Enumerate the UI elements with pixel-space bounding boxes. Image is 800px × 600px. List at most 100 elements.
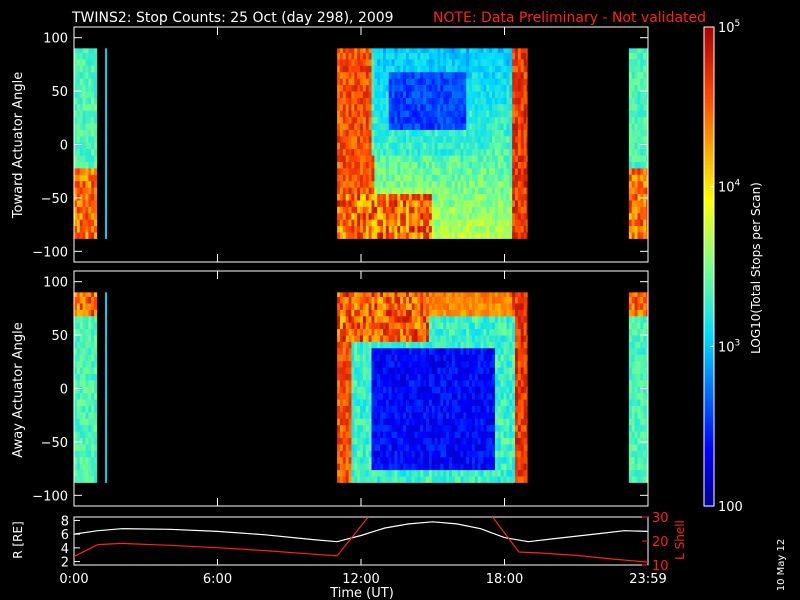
heatmap-cell <box>463 328 467 336</box>
heatmap-cell <box>79 367 84 374</box>
heatmap-cell <box>388 367 393 374</box>
heatmap-cell <box>486 315 490 323</box>
heatmap-cell <box>440 65 444 73</box>
heatmap-cell <box>400 129 404 137</box>
heatmap-cell <box>443 161 447 169</box>
heatmap-cell <box>497 386 502 394</box>
heatmap-cell <box>380 360 384 368</box>
heatmap-cell <box>368 322 372 330</box>
heatmap-cell <box>348 59 352 66</box>
heatmap-cell <box>362 78 367 86</box>
heatmap-cell <box>417 148 421 156</box>
heatmap-cell <box>515 418 519 426</box>
heatmap-cell <box>420 212 424 220</box>
heatmap-cell <box>405 52 410 60</box>
heatmap-cell <box>440 110 444 118</box>
heatmap-cell <box>345 437 349 445</box>
heatmap-cell <box>628 168 633 175</box>
heatmap-cell <box>480 469 484 477</box>
heatmap-cell <box>640 386 644 394</box>
heatmap-cell <box>434 110 438 118</box>
heatmap-cell <box>362 399 367 406</box>
heatmap-cell <box>85 78 89 86</box>
heatmap-cell <box>357 129 361 137</box>
heatmap-cell <box>368 123 372 130</box>
heatmap-cell <box>460 180 464 188</box>
heatmap-cell <box>640 367 644 374</box>
heatmap-cell <box>637 219 641 227</box>
heatmap-cell <box>483 450 487 458</box>
heatmap-cell <box>509 142 513 150</box>
heatmap-cell <box>523 148 527 156</box>
heatmap-cell <box>637 431 641 439</box>
heatmap-cell <box>451 335 456 342</box>
heatmap-cell <box>82 456 86 464</box>
heatmap-cell <box>91 116 95 124</box>
heatmap-cell <box>426 476 430 483</box>
heatmap-cell <box>79 469 84 477</box>
heatmap-cell <box>469 110 473 118</box>
heatmap-cell <box>105 309 107 317</box>
heatmap-cell <box>403 405 407 413</box>
heatmap-cell <box>388 232 393 239</box>
heatmap-cell <box>426 463 430 471</box>
heatmap-cell <box>391 463 395 471</box>
heatmap-cell <box>339 135 344 143</box>
heatmap-cell <box>428 142 433 150</box>
heatmap-cell <box>342 65 347 73</box>
heatmap-cell <box>634 103 638 111</box>
heatmap-cell <box>483 296 487 304</box>
heatmap-cell <box>477 292 481 298</box>
heatmap-cell <box>417 444 421 451</box>
heatmap-cell <box>500 59 504 66</box>
heatmap-cell <box>474 469 479 477</box>
heatmap-cell <box>88 97 92 105</box>
heatmap-cell <box>426 200 430 207</box>
heatmap-cell <box>443 399 447 406</box>
heatmap-cell <box>371 59 375 66</box>
heatmap-cell <box>431 341 436 349</box>
heatmap-cell <box>628 187 633 195</box>
heatmap-cell <box>423 437 427 445</box>
heatmap-cell <box>474 456 479 464</box>
heatmap-cell <box>85 200 89 207</box>
heatmap-cell <box>486 78 490 86</box>
heatmap-cell <box>374 476 378 483</box>
heatmap-cell <box>471 142 476 150</box>
heatmap-cell <box>643 424 647 432</box>
heatmap-cell <box>385 135 390 143</box>
heatmap-cell <box>360 341 364 349</box>
heatmap-cell <box>417 129 421 137</box>
heatmap-cell <box>411 180 415 188</box>
heatmap-cell <box>477 91 481 98</box>
heatmap-cell <box>408 437 413 445</box>
heatmap-cell <box>377 123 381 130</box>
heatmap-cell <box>105 174 107 182</box>
heatmap-cell <box>509 476 513 483</box>
heatmap-cell <box>354 367 358 374</box>
heatmap-cell <box>385 386 390 394</box>
heatmap-cell <box>88 431 92 439</box>
heatmap-cell <box>492 341 496 349</box>
heatmap-cell <box>342 456 347 464</box>
heatmap-cell <box>451 123 456 130</box>
heatmap-cell <box>474 65 479 73</box>
heatmap-cell <box>483 193 487 201</box>
heatmap-cell <box>411 347 415 355</box>
heatmap-cell <box>411 232 415 239</box>
heatmap-cell <box>457 456 461 464</box>
heatmap-cell <box>451 84 456 92</box>
heatmap-cell <box>345 373 349 381</box>
heatmap-cell <box>414 219 418 227</box>
heatmap-cell <box>457 91 461 98</box>
heatmap-cell <box>82 206 86 214</box>
heatmap-cell <box>405 168 410 175</box>
heatmap-cell <box>631 418 636 426</box>
heatmap-cell <box>394 78 398 86</box>
heatmap-cell <box>523 135 527 143</box>
heatmap-cell <box>426 328 430 336</box>
heatmap-cell <box>446 418 450 426</box>
heatmap-cell <box>451 296 456 304</box>
heatmap-cell <box>494 103 499 111</box>
heatmap-cell <box>431 161 436 169</box>
